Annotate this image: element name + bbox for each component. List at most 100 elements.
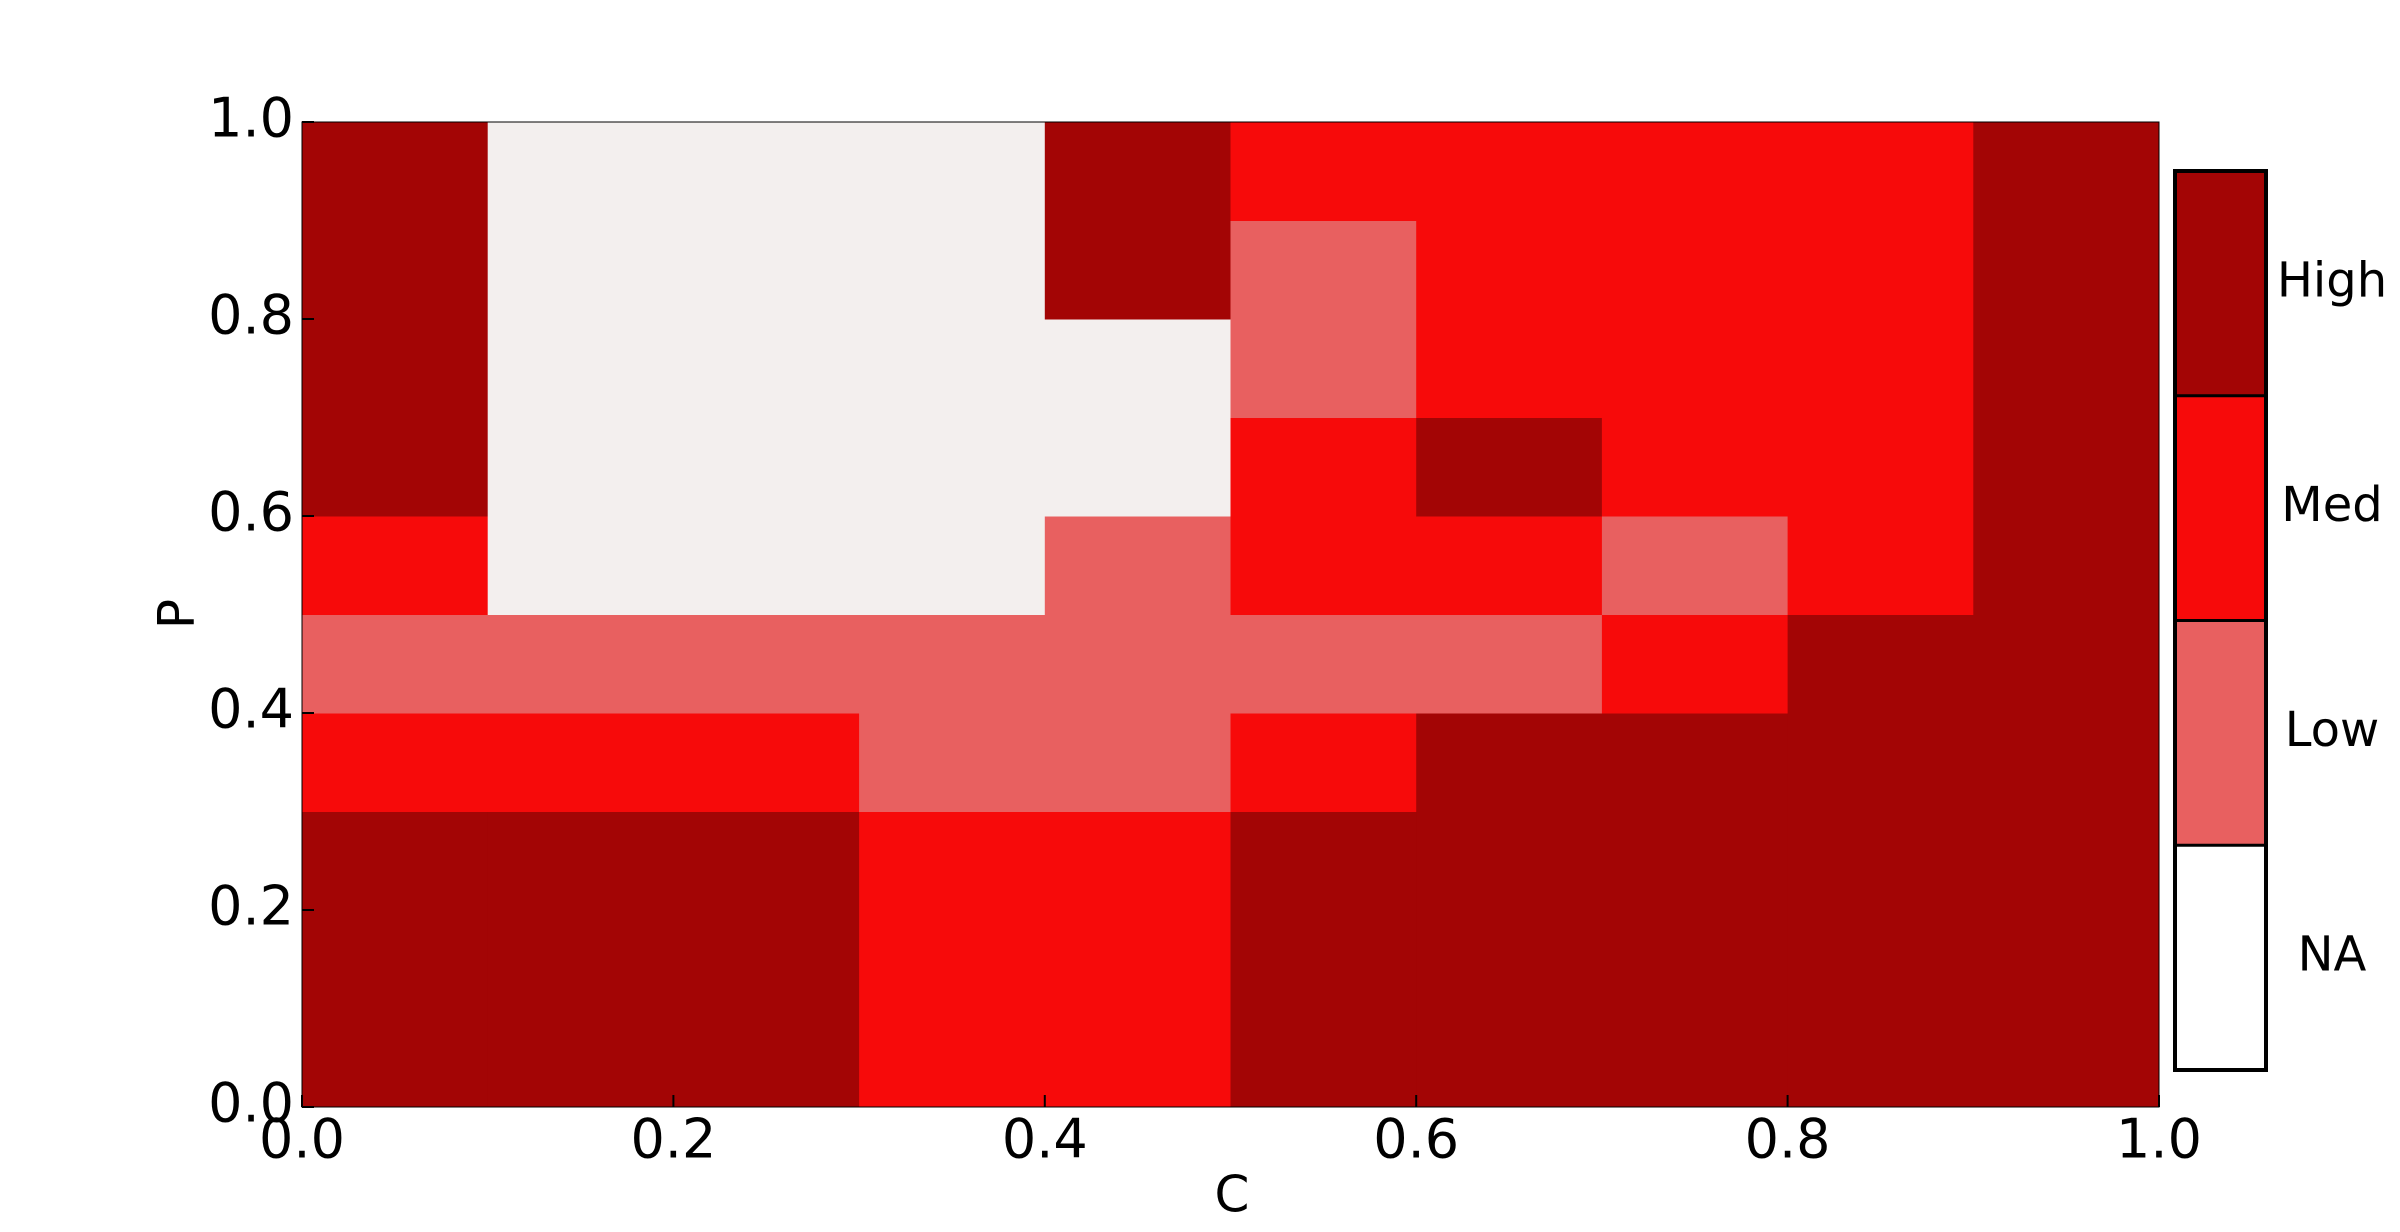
heatmap-cell	[859, 220, 1046, 320]
y-tick-label: 0.4	[208, 678, 294, 741]
heatmap-cell	[1230, 811, 1417, 911]
y-tick-label: 0.2	[208, 875, 294, 938]
heatmap-cell	[487, 516, 674, 615]
heatmap-cell	[673, 417, 860, 517]
heatmap-cell	[302, 220, 489, 320]
heatmap-cell	[859, 1008, 1046, 1108]
heatmap-cell	[1230, 319, 1417, 418]
heatmap-cell	[1601, 417, 1789, 517]
heatmap-cell	[487, 614, 674, 714]
heatmap-cell	[1044, 319, 1231, 418]
colorbar-segment	[2175, 395, 2266, 621]
heatmap-cell	[1787, 811, 1974, 911]
heatmap-cell	[1044, 811, 1231, 911]
heatmap-cell	[1230, 1008, 1417, 1108]
heatmap-cell	[1787, 910, 1974, 1009]
heatmap-cell	[302, 713, 489, 812]
heatmap-cell	[859, 811, 1046, 911]
heatmap-cell	[1044, 910, 1231, 1009]
heatmap-cell	[1973, 220, 2160, 320]
heatmap-cell	[673, 713, 860, 812]
heatmap-cell	[673, 516, 860, 615]
heatmap-cell	[1416, 614, 1603, 714]
heatmap-cell	[1601, 910, 1789, 1009]
heatmap-cell	[1044, 417, 1231, 517]
heatmap-cell	[1787, 713, 1974, 812]
y-tick-label: 1.0	[208, 87, 294, 150]
x-axis-label: C	[1215, 1166, 1250, 1224]
heatmap-cell	[1787, 614, 1974, 714]
heatmap-cell	[673, 319, 860, 418]
heatmap-cell	[302, 614, 489, 714]
x-tick-label: 0.4	[1002, 1108, 1088, 1171]
colorbar-label: High	[2277, 252, 2387, 308]
heatmap-cell	[859, 516, 1046, 615]
heatmap-cell	[1973, 1008, 2160, 1108]
x-tick-label: 1.0	[2116, 1108, 2202, 1171]
heatmap-cell	[1416, 713, 1603, 812]
heatmap-cell	[302, 811, 489, 911]
heatmap-cell	[1416, 220, 1603, 320]
heatmap-cell	[1973, 319, 2160, 418]
heatmap-cell	[487, 319, 674, 418]
heatmap-cell	[859, 319, 1046, 418]
heatmap-cell	[1416, 910, 1603, 1009]
heatmap-cell	[487, 910, 674, 1009]
heatmap-cell	[1230, 614, 1417, 714]
y-tick-label: 0.8	[208, 284, 294, 347]
heatmap-cell	[487, 1008, 674, 1108]
heatmap-cell	[1601, 713, 1789, 812]
heatmap-cell	[487, 122, 674, 221]
heatmap-cell	[1044, 220, 1231, 320]
colorbar-frame	[2173, 169, 2268, 1072]
x-tick-label: 0.6	[1373, 1108, 1459, 1171]
heatmap-cell	[673, 910, 860, 1009]
colorbar-segment	[2175, 620, 2266, 846]
heatmap-cell	[302, 516, 489, 615]
heatmap-cell	[1230, 516, 1417, 615]
heatmap-cell	[1973, 910, 2160, 1009]
heatmap-cell	[1416, 319, 1603, 418]
heatmap-cell	[1230, 713, 1417, 812]
heatmap-cell	[1973, 614, 2160, 714]
heatmap-cell	[1044, 713, 1231, 812]
heatmap-cell	[1787, 319, 1974, 418]
x-tick-label: 0.0	[259, 1108, 345, 1171]
colorbar-label: Low	[2285, 702, 2380, 758]
heatmap-cell	[1787, 417, 1974, 517]
y-tick-label: 0.6	[208, 481, 294, 544]
heatmap-cell	[1416, 417, 1603, 517]
heatmap-cell	[487, 811, 674, 911]
heatmap-cell	[1416, 516, 1603, 615]
heatmap-cell	[487, 220, 674, 320]
heatmap-cell	[1230, 122, 1417, 221]
heatmap-cell	[1787, 220, 1974, 320]
heatmap-cell	[1787, 1008, 1974, 1108]
heatmap-cell	[1601, 614, 1789, 714]
heatmap-cell	[1973, 713, 2160, 812]
heatmap-cell	[1230, 417, 1417, 517]
colorbar-label: Med	[2281, 477, 2382, 533]
heatmap-cell	[1601, 811, 1789, 911]
heatmap-cell	[1416, 811, 1603, 911]
x-tick-label: 0.8	[1745, 1108, 1831, 1171]
heatmap-cell	[859, 417, 1046, 517]
heatmap-cell	[1973, 516, 2160, 615]
heatmap-cell	[1230, 220, 1417, 320]
heatmap-cell	[1787, 122, 1974, 221]
heatmap-cell	[1601, 516, 1789, 615]
heatmap-cell	[1973, 122, 2160, 221]
heatmap-cell	[302, 122, 489, 221]
heatmap-cell	[1601, 122, 1789, 221]
heatmap-cell	[859, 910, 1046, 1009]
heatmap-cell	[1973, 417, 2160, 517]
heatmap-cell	[673, 811, 860, 911]
heatmap-cell	[673, 220, 860, 320]
heatmap-cell	[1601, 319, 1789, 418]
heatmap-cell	[1416, 1008, 1603, 1108]
heatmap-cell	[1601, 220, 1789, 320]
y-tick-label: 0.0	[208, 1072, 294, 1135]
heatmap-cell	[1044, 516, 1231, 615]
colorbar-label: NA	[2298, 927, 2367, 983]
